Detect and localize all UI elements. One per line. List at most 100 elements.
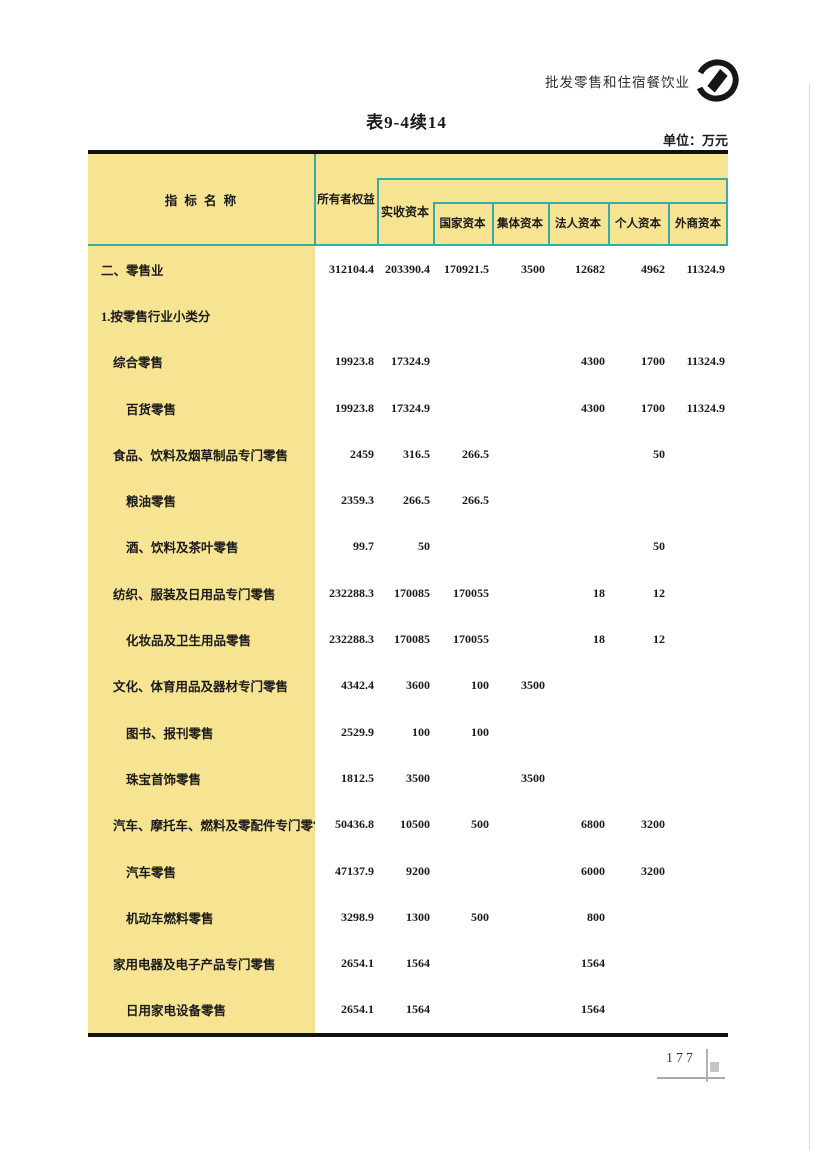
row-value xyxy=(492,524,548,570)
row-label: 文化、体育用品及器材专门零售 xyxy=(88,662,315,709)
paidin-box-top xyxy=(377,178,728,180)
row-value xyxy=(608,987,668,1033)
row-value xyxy=(608,477,668,523)
row-value: 9200 xyxy=(406,863,430,878)
row-value xyxy=(548,709,608,755)
row-value xyxy=(433,339,492,385)
row-value xyxy=(668,616,728,662)
row-value xyxy=(433,292,492,338)
row-value: 19923.8 xyxy=(335,400,374,415)
row-value xyxy=(433,524,492,570)
row-value xyxy=(548,477,608,523)
row-value xyxy=(377,292,433,338)
row-value: 1700 xyxy=(641,354,665,369)
col-header-state-capital: 国家资本 xyxy=(439,218,486,230)
row-value: 3500 xyxy=(521,261,545,276)
row-value: 170055 xyxy=(453,585,489,600)
row-value xyxy=(548,431,608,477)
row-value: 203390.4 xyxy=(385,261,430,276)
row-value xyxy=(492,477,548,523)
row-value xyxy=(492,848,548,894)
table-row: 汽车、摩托车、燃料及零配件专门零售 50436.8 10500 500 6800… xyxy=(88,801,728,848)
row-value: 11324.9 xyxy=(686,354,725,369)
row-value: 17324.9 xyxy=(391,400,430,415)
row-value xyxy=(548,755,608,801)
row-label: 汽车、摩托车、燃料及零配件专门零售 xyxy=(88,801,315,848)
row-value: 1564 xyxy=(406,956,430,971)
row-label: 日用家电设备零售 xyxy=(88,986,315,1034)
row-value: 1700 xyxy=(641,400,665,415)
divider-indicator xyxy=(314,154,316,244)
row-value: 3500 xyxy=(521,678,545,693)
row-value: 2654.1 xyxy=(341,956,374,971)
row-value xyxy=(492,940,548,986)
row-value xyxy=(433,755,492,801)
row-value: 6800 xyxy=(581,817,605,832)
row-value xyxy=(492,616,548,662)
row-value xyxy=(548,292,608,338)
row-value: 3500 xyxy=(521,770,545,785)
row-value xyxy=(668,477,728,523)
col-header-owner-equity: 所有者权益 xyxy=(317,194,375,206)
table-top-rule xyxy=(88,150,728,154)
col-header-collective-capital: 集体资本 xyxy=(497,218,543,230)
table-row: 日用家电设备零售 2654.1 1564 1564 xyxy=(88,986,728,1034)
row-value: 4342.4 xyxy=(341,678,374,693)
row-label: 酒、饮料及茶叶零售 xyxy=(88,523,315,571)
row-value: 1564 xyxy=(581,1002,605,1017)
row-value xyxy=(668,431,728,477)
row-value: 170085 xyxy=(394,632,430,647)
table-header: 指 标 名 称 所有者权益 实收资本 国家资本 集体资本 法人资本 个人资本 外… xyxy=(88,154,728,246)
row-value xyxy=(668,940,728,986)
unit-label: 单位：万元 xyxy=(662,133,728,148)
row-value: 3298.9 xyxy=(341,909,374,924)
row-label: 家用电器及电子产品专门零售 xyxy=(88,940,315,987)
divider-state xyxy=(492,202,494,244)
table-title: 表9-4续14 xyxy=(366,113,447,132)
row-value xyxy=(492,385,548,431)
row-value: 2654.1 xyxy=(341,1002,374,1017)
row-value: 18 xyxy=(593,585,605,600)
row-value: 10500 xyxy=(400,817,430,832)
row-value: 6000 xyxy=(581,863,605,878)
row-value: 266.5 xyxy=(462,493,489,508)
row-value: 312104.4 xyxy=(329,261,374,276)
row-value xyxy=(433,940,492,986)
row-label: 纺织、服装及日用品专门零售 xyxy=(88,570,315,617)
row-value: 316.5 xyxy=(403,446,430,461)
row-value: 232288.3 xyxy=(329,585,374,600)
divider-paidin xyxy=(433,202,435,244)
table-row: 汽车零售 47137.9 9200 6000 3200 xyxy=(88,847,728,895)
row-label: 汽车零售 xyxy=(88,847,315,895)
row-value xyxy=(433,848,492,894)
row-value: 3200 xyxy=(641,863,665,878)
row-label: 百货零售 xyxy=(88,384,315,432)
row-value xyxy=(668,663,728,709)
row-value xyxy=(668,987,728,1033)
table-row: 纺织、服装及日用品专门零售 232288.3 170085 170055 18 … xyxy=(88,570,728,617)
row-value xyxy=(492,709,548,755)
row-value: 50 xyxy=(653,539,665,554)
row-value: 3600 xyxy=(406,678,430,693)
divider-legal xyxy=(608,202,610,244)
row-value: 800 xyxy=(587,909,605,924)
table-row: 珠宝首饰零售 1812.5 3500 3500 xyxy=(88,755,728,802)
row-value: 17324.9 xyxy=(391,354,430,369)
row-value xyxy=(668,524,728,570)
row-value: 18 xyxy=(593,632,605,647)
row-value xyxy=(608,755,668,801)
row-label: 综合零售 xyxy=(88,338,315,385)
row-value xyxy=(608,663,668,709)
row-value: 170085 xyxy=(394,585,430,600)
row-label: 珠宝首饰零售 xyxy=(88,755,315,802)
row-value: 1564 xyxy=(581,956,605,971)
row-value: 500 xyxy=(471,909,489,924)
row-value xyxy=(668,709,728,755)
row-value xyxy=(492,987,548,1033)
divider-owner xyxy=(377,178,379,244)
page-number: 177 xyxy=(666,1051,696,1066)
table-row: 图书、报刊零售 2529.9 100 100 xyxy=(88,708,728,756)
table-row: 粮油零售 2359.3 266.5 266.5 xyxy=(88,477,728,524)
row-value xyxy=(668,848,728,894)
row-value: 99.7 xyxy=(353,539,374,554)
